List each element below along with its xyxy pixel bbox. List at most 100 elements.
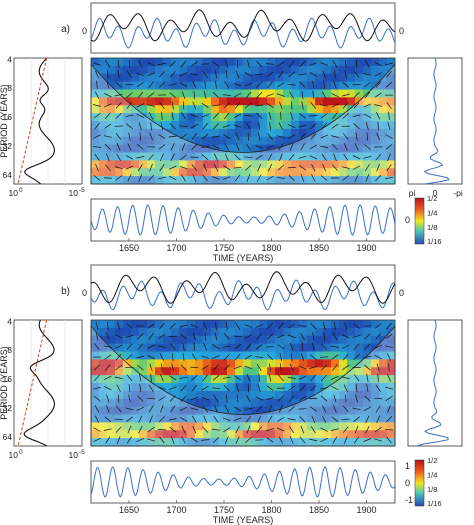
phase-arrow bbox=[204, 80, 206, 89]
phase-arrow bbox=[352, 114, 361, 118]
heatmap-cell bbox=[323, 152, 332, 161]
phase-arrow bbox=[93, 427, 101, 432]
phase-line bbox=[416, 319, 449, 447]
phase-arrow bbox=[214, 332, 218, 341]
heatmap-cell bbox=[91, 73, 100, 83]
heatmap-cell bbox=[203, 335, 212, 345]
heatmap-cell bbox=[187, 97, 196, 106]
phase-arrow bbox=[331, 375, 339, 380]
heatmap-cell bbox=[283, 128, 292, 138]
heatmap-cell bbox=[139, 89, 148, 98]
heatmap-cell bbox=[259, 136, 268, 146]
heatmap-cell bbox=[267, 128, 276, 138]
heatmap-cell bbox=[371, 105, 380, 114]
heatmap-cell bbox=[131, 343, 140, 352]
heatmap-cell bbox=[275, 160, 284, 169]
heatmap-cell bbox=[355, 414, 364, 423]
heatmap-cell bbox=[107, 406, 116, 415]
heatmap-cell bbox=[147, 383, 156, 392]
heatmap-cell bbox=[299, 398, 308, 408]
phase-arrow bbox=[149, 132, 153, 141]
phase-arrow bbox=[320, 104, 329, 107]
heatmap-cell bbox=[235, 160, 244, 169]
heatmap-cell bbox=[131, 398, 140, 408]
heatmap-cell bbox=[107, 113, 116, 122]
heatmap-cell bbox=[99, 359, 108, 368]
heatmap-cell bbox=[315, 320, 324, 329]
heatmap-cell bbox=[363, 113, 372, 122]
heatmap-cell bbox=[163, 168, 172, 177]
heatmap-cell bbox=[347, 351, 356, 360]
heatmap-cell bbox=[163, 105, 172, 114]
heatmap-cell bbox=[379, 422, 388, 431]
phase-arrow bbox=[215, 80, 217, 89]
heatmap-cell bbox=[163, 160, 172, 169]
heatmap-cell bbox=[99, 105, 108, 114]
heatmap-cell bbox=[243, 168, 252, 177]
heatmap-cell bbox=[171, 113, 180, 122]
phase-arrow bbox=[94, 415, 100, 424]
phase-arrow bbox=[344, 322, 348, 330]
heatmap-cell bbox=[147, 136, 156, 146]
heatmap-cell bbox=[155, 335, 164, 345]
phase-arrow bbox=[320, 427, 328, 432]
phase-arrow bbox=[139, 373, 142, 382]
phase-arrow bbox=[107, 321, 109, 331]
phase-arrow bbox=[104, 103, 112, 108]
heatmap-cell bbox=[299, 73, 308, 83]
heatmap-cell bbox=[299, 414, 308, 423]
heatmap-cell bbox=[267, 113, 276, 122]
heatmap-cell bbox=[371, 152, 380, 161]
phase-arrow bbox=[224, 436, 229, 444]
phase-arrow bbox=[288, 406, 295, 412]
heatmap-cell bbox=[123, 375, 132, 384]
phase-arrow bbox=[125, 114, 134, 118]
heatmap-cell bbox=[123, 367, 132, 376]
phase-arrow bbox=[353, 343, 360, 350]
period-axis-label: PERIOD (YEARS) bbox=[0, 346, 9, 420]
heatmap-cell bbox=[363, 398, 372, 408]
phase-arrow bbox=[244, 115, 253, 117]
time-tick-label: 1850 bbox=[309, 243, 329, 253]
heatmap-cell bbox=[219, 351, 228, 360]
phase-arrow bbox=[147, 397, 156, 400]
heatmap-cell bbox=[219, 367, 228, 376]
heatmap-cell bbox=[339, 65, 348, 75]
heatmap-cell bbox=[227, 81, 236, 90]
heatmap-cell bbox=[283, 160, 292, 169]
heatmap-cell bbox=[187, 383, 196, 392]
heatmap-cell bbox=[371, 375, 380, 384]
heatmap-cell bbox=[267, 81, 276, 90]
phase-arrow bbox=[138, 60, 143, 68]
phase-arrow bbox=[387, 122, 391, 131]
heatmap-cell bbox=[179, 438, 188, 447]
phase-arrow bbox=[290, 101, 293, 110]
heatmap-cell bbox=[379, 430, 388, 439]
colorbar-tick-label: 1/8 bbox=[427, 223, 437, 232]
heatmap-cell bbox=[355, 430, 364, 439]
heatmap-cell bbox=[331, 438, 340, 447]
heatmap-cell bbox=[275, 128, 284, 138]
heatmap-cell bbox=[179, 327, 188, 337]
power-tick-exp-1: 0 bbox=[19, 187, 23, 194]
heatmap-cell bbox=[307, 176, 316, 185]
heatmap-cell bbox=[219, 430, 228, 439]
phase-arrow bbox=[255, 154, 263, 160]
heatmap-cell bbox=[387, 97, 396, 106]
heatmap-cell bbox=[203, 144, 212, 153]
phase-arrow bbox=[300, 425, 305, 434]
heatmap-cell bbox=[347, 383, 356, 392]
heatmap-cell bbox=[91, 406, 100, 415]
heatmap-cell bbox=[299, 65, 308, 75]
phase-arrow bbox=[181, 112, 186, 120]
heatmap-cell bbox=[155, 160, 164, 169]
heatmap-cell bbox=[363, 320, 372, 329]
heatmap-cell bbox=[179, 113, 188, 122]
significance-dashed-line bbox=[17, 57, 48, 185]
phase-arrow bbox=[158, 416, 165, 423]
phase-arrow bbox=[222, 376, 231, 379]
heatmap-cell bbox=[107, 320, 116, 329]
phase-arrow bbox=[342, 102, 349, 109]
phase-arrow bbox=[320, 437, 328, 443]
phase-arrow bbox=[115, 405, 122, 413]
